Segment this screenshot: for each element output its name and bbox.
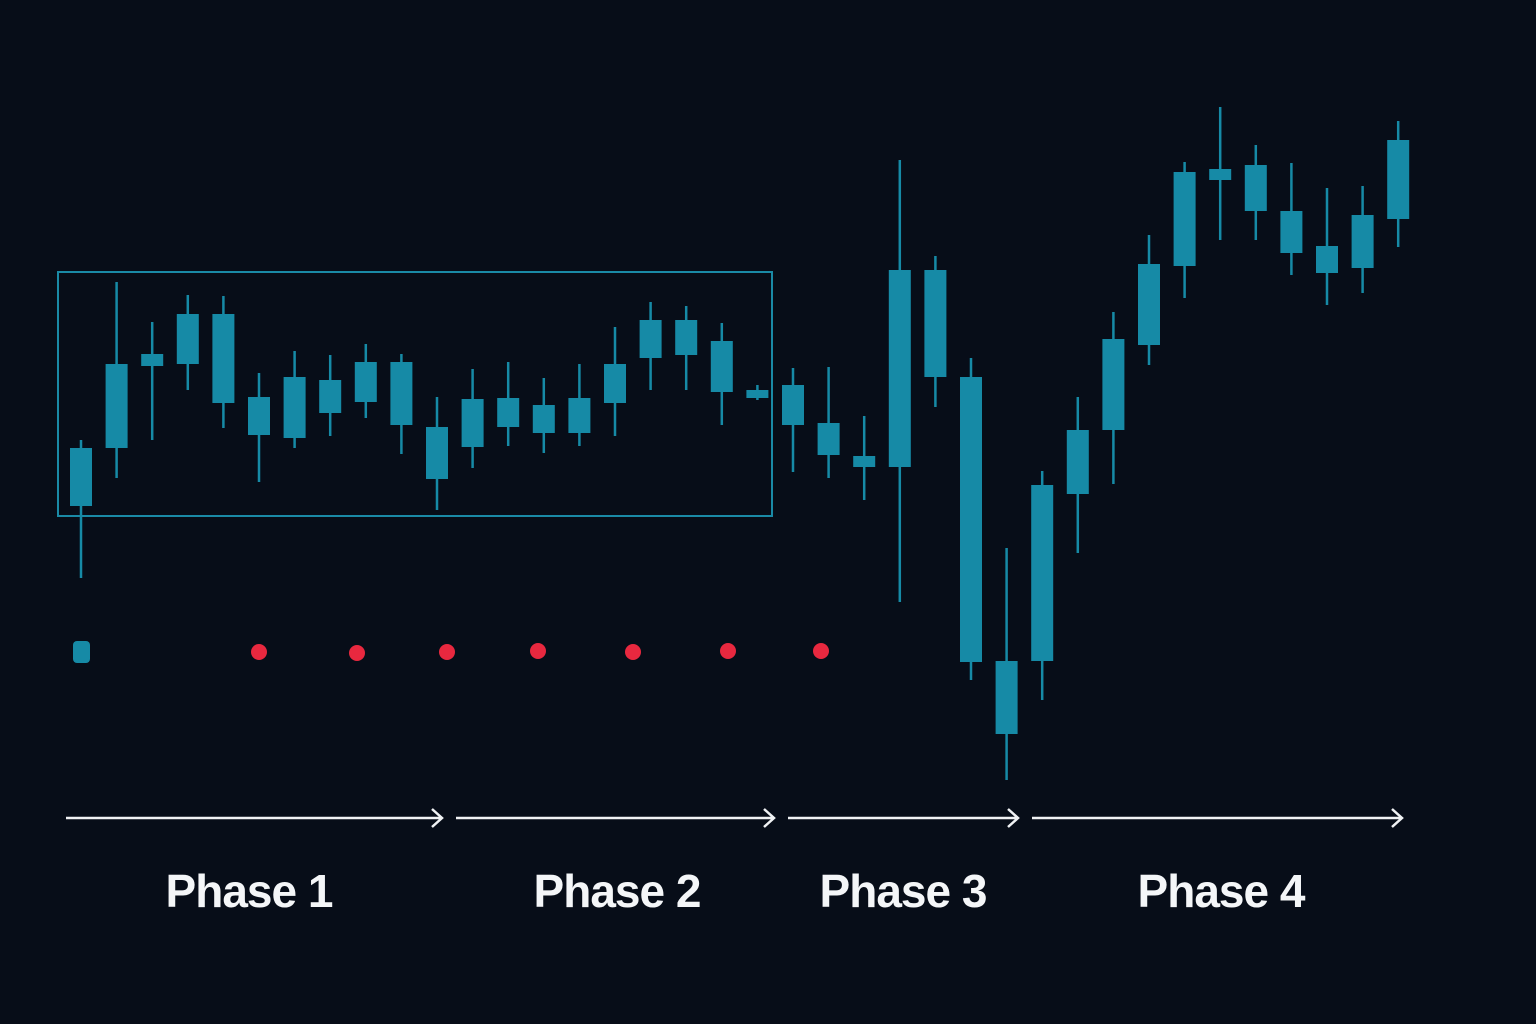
candle-body [390,362,413,425]
arrow [66,808,444,828]
dot [813,643,829,659]
candle-body [960,377,982,662]
candle-body [568,398,591,433]
candle-body [1102,339,1125,430]
candle-body [782,385,804,425]
candle-body [1244,165,1267,211]
candle-body [319,380,342,413]
candle-body [497,398,520,427]
signal-dots [251,643,829,661]
candle-body [746,390,769,398]
phase-label: Phase 4 [1138,865,1306,917]
candle-body [212,314,235,403]
candle-body [1280,211,1303,253]
dot [530,643,546,659]
candle-body [70,448,92,506]
dot [720,643,736,659]
candle-body [141,354,164,366]
candle-body [639,320,662,358]
candle-body [1173,172,1196,266]
dot [349,645,365,661]
candle-body [1031,485,1054,661]
candle-body [532,405,555,433]
arrow [456,808,776,828]
phase-label: Phase 3 [820,865,987,917]
candle-body [888,270,911,467]
candle-body [710,341,733,392]
arrow [788,808,1020,828]
dot [251,644,267,660]
candle-body [176,314,199,364]
candle-body [1351,215,1374,268]
phase-label: Phase 2 [534,865,701,917]
arrow [1032,808,1404,828]
candle-body [461,399,484,447]
dot [625,644,641,660]
candle-body [604,364,626,403]
candle-body [105,364,128,448]
candle-body [248,397,270,435]
dot [439,644,455,660]
candle-body [1138,264,1160,345]
candle-body [817,423,840,455]
candle-body [1209,169,1232,180]
marker [73,641,90,663]
candle-body [1066,430,1089,494]
candle-body [1316,246,1338,273]
phase-arrows [66,808,1404,828]
candles [70,107,1410,780]
candle-body [995,661,1018,734]
candle-body [924,270,947,377]
candle-body [426,427,448,479]
phase-label: Phase 1 [166,865,333,917]
candle-body [1387,140,1410,219]
candle-body [675,320,698,355]
candle-body [354,362,377,402]
consolidation-box [57,271,773,517]
candle-body [853,456,876,467]
candle-body [283,377,306,438]
